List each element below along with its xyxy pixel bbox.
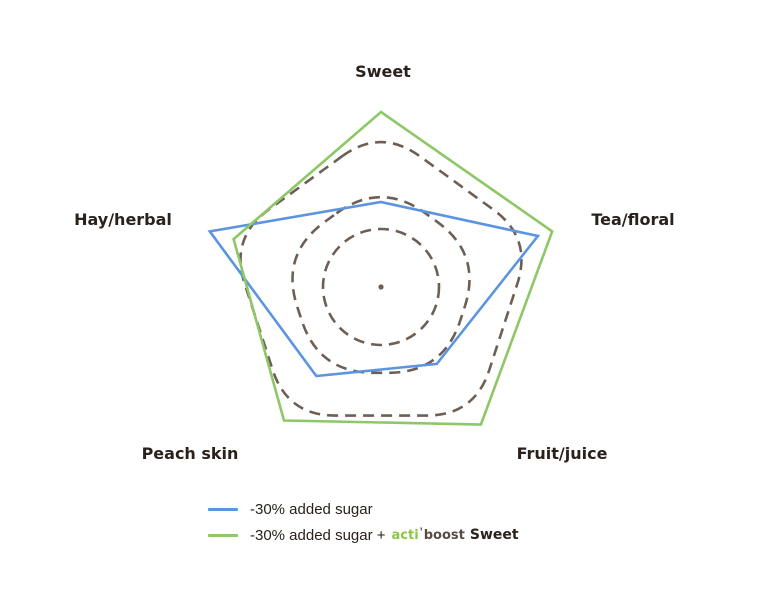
axis-label-hay-herbal: Hay/herbal xyxy=(74,210,172,229)
axis-label-fruit-juice: Fruit/juice xyxy=(517,444,608,463)
legend-swatch-blue xyxy=(208,507,238,511)
brand-product: Sweet xyxy=(469,527,519,543)
grid-ring-3 xyxy=(239,140,523,417)
brand-acti: acti xyxy=(391,527,419,543)
legend-label: -30% added sugar xyxy=(250,500,373,518)
axis-label-peach-skin: Peach skin xyxy=(142,444,239,463)
legend-label: -30% added sugar + xyxy=(250,526,386,544)
brand-boost: boost xyxy=(423,527,465,543)
actiboost-logo: acti ’ boost xyxy=(391,525,465,543)
axis-label-sweet: Sweet xyxy=(355,62,411,81)
series-line-2 xyxy=(232,110,554,426)
radar-grid xyxy=(239,140,523,417)
center-dot xyxy=(378,284,384,290)
radar-series xyxy=(207,110,554,426)
axis-labels: Sweet Tea/floral Fruit/juice Peach skin Hay/… xyxy=(74,62,675,463)
axis-label-tea-floral: Tea/floral xyxy=(591,210,674,229)
legend: -30% added sugar -30% added sugar + acti… xyxy=(208,496,519,548)
brand-mark: ’ xyxy=(419,525,423,538)
legend-item: -30% added sugar + acti ’ boost Sweet xyxy=(208,522,519,548)
series-line-1 xyxy=(207,200,541,378)
legend-item: -30% added sugar xyxy=(208,496,519,522)
legend-swatch-green xyxy=(208,533,238,537)
grid-ring-1 xyxy=(321,227,441,347)
